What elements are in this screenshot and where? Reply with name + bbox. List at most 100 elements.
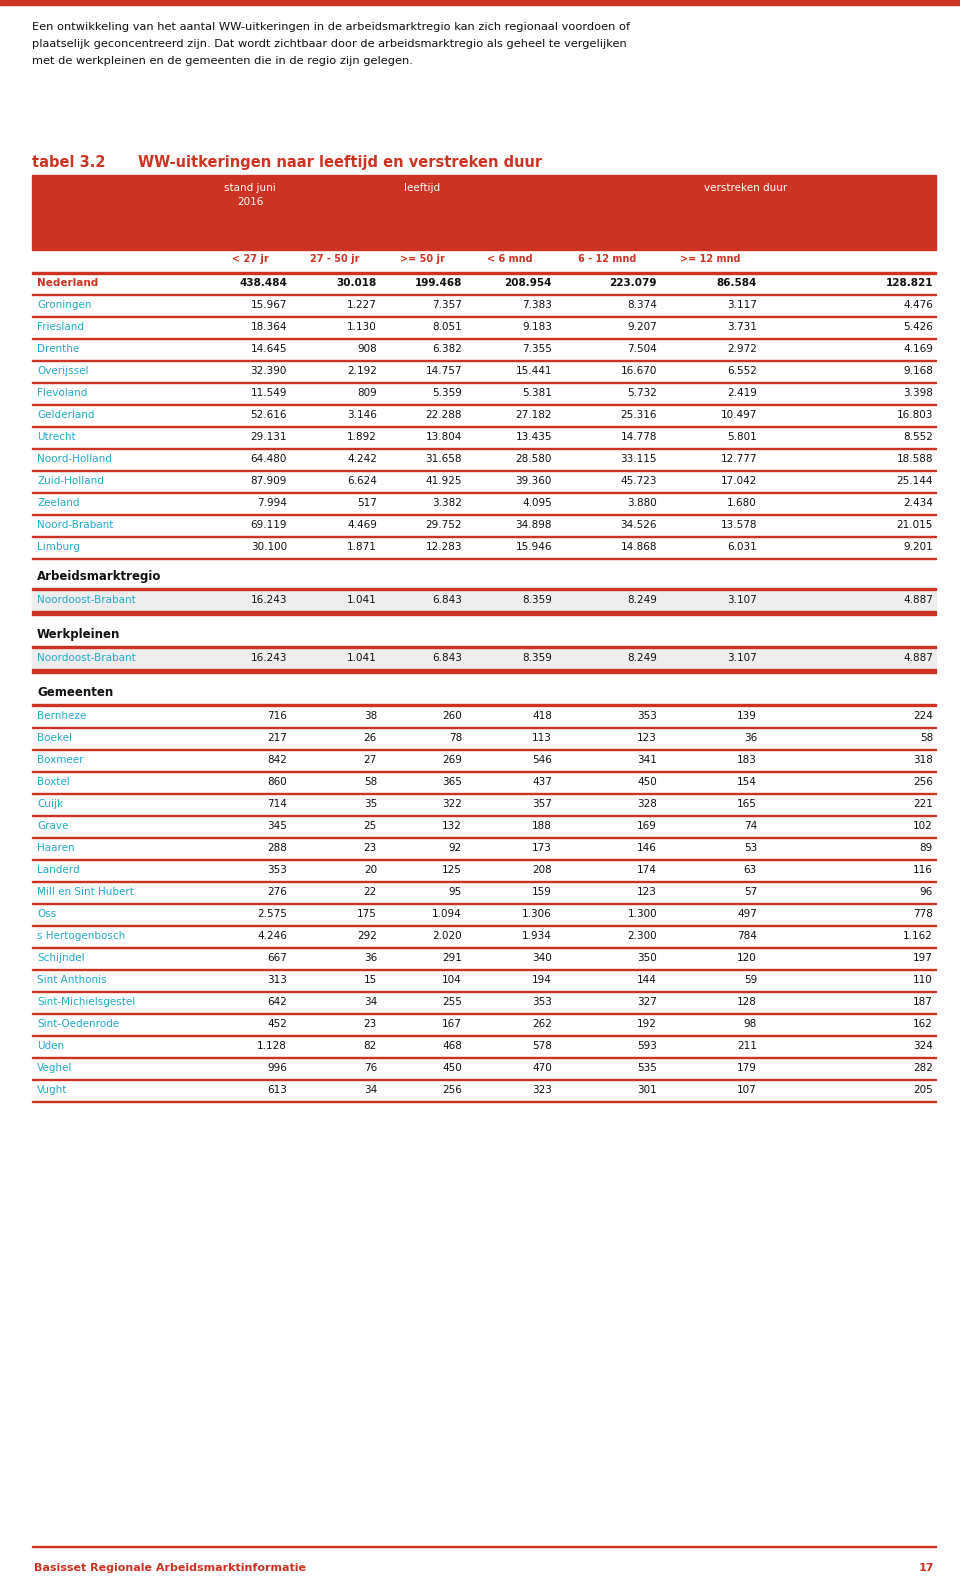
Text: 450: 450 — [637, 777, 657, 787]
Text: 1.680: 1.680 — [728, 498, 757, 508]
Text: 341: 341 — [637, 755, 657, 765]
Text: 139: 139 — [737, 711, 757, 721]
Text: 7.357: 7.357 — [432, 300, 462, 311]
Text: 96: 96 — [920, 886, 933, 897]
Text: 8.359: 8.359 — [522, 653, 552, 662]
Text: 25.316: 25.316 — [620, 410, 657, 419]
Text: 276: 276 — [267, 886, 287, 897]
Text: 353: 353 — [267, 866, 287, 875]
Text: 9.183: 9.183 — [522, 322, 552, 333]
Text: 7.383: 7.383 — [522, 300, 552, 311]
Text: 187: 187 — [913, 997, 933, 1008]
Text: Noord-Holland: Noord-Holland — [37, 454, 112, 464]
Text: 29.131: 29.131 — [251, 432, 287, 442]
Text: 322: 322 — [443, 800, 462, 809]
Text: 497: 497 — [737, 908, 757, 919]
Text: 144: 144 — [637, 975, 657, 986]
Text: 7.355: 7.355 — [522, 344, 552, 353]
Text: 438.484: 438.484 — [239, 278, 287, 289]
Text: 16.670: 16.670 — [620, 366, 657, 375]
Text: Mill en Sint Hubert: Mill en Sint Hubert — [37, 886, 133, 897]
Text: 57: 57 — [744, 886, 757, 897]
Text: 32.390: 32.390 — [251, 366, 287, 375]
Text: 18.364: 18.364 — [251, 322, 287, 333]
Text: 1.871: 1.871 — [348, 542, 377, 552]
Text: 14.757: 14.757 — [425, 366, 462, 375]
Text: 22: 22 — [364, 886, 377, 897]
Text: 3.398: 3.398 — [903, 388, 933, 397]
Text: 34: 34 — [364, 997, 377, 1008]
Text: 8.552: 8.552 — [903, 432, 933, 442]
Text: 313: 313 — [267, 975, 287, 986]
Text: 33.115: 33.115 — [620, 454, 657, 464]
Text: 6 - 12 mnd: 6 - 12 mnd — [578, 254, 636, 263]
Text: 167: 167 — [443, 1019, 462, 1030]
Text: 174: 174 — [637, 866, 657, 875]
Text: 1.162: 1.162 — [903, 930, 933, 941]
Text: 128.821: 128.821 — [885, 278, 933, 289]
Text: 256: 256 — [913, 777, 933, 787]
Text: 12.777: 12.777 — [721, 454, 757, 464]
Text: Zeeland: Zeeland — [37, 498, 80, 508]
Text: 69.119: 69.119 — [251, 520, 287, 530]
Text: 5.426: 5.426 — [903, 322, 933, 333]
Text: 1.041: 1.041 — [348, 653, 377, 662]
Text: stand juni: stand juni — [224, 183, 276, 192]
Text: 4.469: 4.469 — [348, 520, 377, 530]
Text: 78: 78 — [448, 733, 462, 743]
Text: 92: 92 — [448, 844, 462, 853]
Text: 53: 53 — [744, 844, 757, 853]
Text: 4.242: 4.242 — [348, 454, 377, 464]
Text: 1.130: 1.130 — [348, 322, 377, 333]
Text: 15.441: 15.441 — [516, 366, 552, 375]
Text: 418: 418 — [532, 711, 552, 721]
Text: 199.468: 199.468 — [415, 278, 462, 289]
Text: 188: 188 — [532, 822, 552, 831]
Text: Landerd: Landerd — [37, 866, 80, 875]
Text: 2.300: 2.300 — [628, 930, 657, 941]
Text: 146: 146 — [637, 844, 657, 853]
Text: Uden: Uden — [37, 1041, 64, 1050]
Text: 2.972: 2.972 — [727, 344, 757, 353]
Text: 224: 224 — [913, 711, 933, 721]
Text: 4.887: 4.887 — [903, 653, 933, 662]
Text: 8.249: 8.249 — [627, 595, 657, 606]
Text: Friesland: Friesland — [37, 322, 84, 333]
Text: tabel 3.2: tabel 3.2 — [32, 155, 106, 170]
Text: 197: 197 — [913, 953, 933, 964]
Text: 3.107: 3.107 — [728, 595, 757, 606]
Text: 110: 110 — [913, 975, 933, 986]
Text: 128: 128 — [737, 997, 757, 1008]
Text: 192: 192 — [637, 1019, 657, 1030]
Text: 578: 578 — [532, 1041, 552, 1050]
Text: 318: 318 — [913, 755, 933, 765]
Text: 10.497: 10.497 — [721, 410, 757, 419]
Text: 208.954: 208.954 — [505, 278, 552, 289]
Text: 169: 169 — [637, 822, 657, 831]
Text: 778: 778 — [913, 908, 933, 919]
Text: 288: 288 — [267, 844, 287, 853]
Text: 14.778: 14.778 — [620, 432, 657, 442]
Text: 132: 132 — [443, 822, 462, 831]
Text: 30.100: 30.100 — [251, 542, 287, 552]
Text: Grave: Grave — [37, 822, 68, 831]
Text: 8.249: 8.249 — [627, 653, 657, 662]
Text: 437: 437 — [532, 777, 552, 787]
Text: leeftijd: leeftijd — [404, 183, 441, 192]
Text: 1.227: 1.227 — [348, 300, 377, 311]
Text: Sint Anthonis: Sint Anthonis — [37, 975, 107, 986]
Text: 255: 255 — [443, 997, 462, 1008]
Text: 2.419: 2.419 — [727, 388, 757, 397]
Text: 17.042: 17.042 — [721, 476, 757, 486]
Text: Cuijk: Cuijk — [37, 800, 63, 809]
Text: 165: 165 — [737, 800, 757, 809]
Text: 714: 714 — [267, 800, 287, 809]
Text: 12.283: 12.283 — [425, 542, 462, 552]
Text: met de werkpleinen en de gemeenten die in de regio zijn gelegen.: met de werkpleinen en de gemeenten die i… — [32, 57, 413, 66]
Text: 908: 908 — [357, 344, 377, 353]
Text: Drenthe: Drenthe — [37, 344, 80, 353]
Text: 546: 546 — [532, 755, 552, 765]
Text: 179: 179 — [737, 1063, 757, 1072]
Text: 8.051: 8.051 — [432, 322, 462, 333]
Text: 809: 809 — [357, 388, 377, 397]
